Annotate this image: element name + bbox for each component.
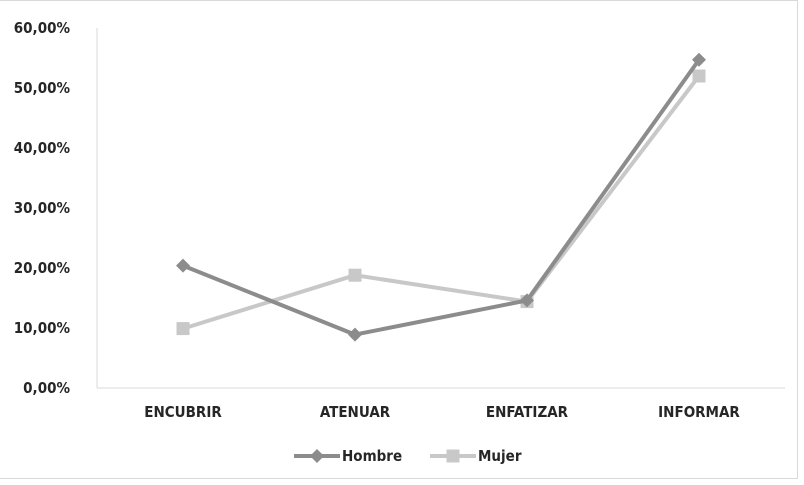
- series-line-mujer: [182, 74, 701, 331]
- y-tick-label: 10,00%: [14, 319, 71, 337]
- legend-marker-hombre: [310, 449, 324, 463]
- data-point-hombre: [348, 327, 362, 342]
- legend-label-hombre: Hombre: [342, 447, 402, 465]
- series-line-hombre: [182, 58, 701, 337]
- series-layer: [176, 52, 706, 342]
- data-point-mujer: [176, 322, 190, 336]
- legend-label-mujer: Mujer: [478, 447, 522, 465]
- series-hombre: [176, 52, 706, 342]
- y-tick-label: 20,00%: [14, 259, 71, 277]
- y-tick-label: 0,00%: [23, 379, 70, 397]
- x-tick-label: INFORMAR: [658, 403, 740, 421]
- legend: Hombre Mujer: [294, 447, 522, 465]
- legend-item-hombre: Hombre: [294, 447, 402, 465]
- y-tick-labels: 0,00% 10,00% 20,00% 30,00% 40,00% 50,00% 60,00…: [14, 19, 71, 397]
- data-point-mujer: [692, 69, 706, 83]
- data-point-hombre: [692, 52, 706, 67]
- x-tick-label: ENCUBRIR: [144, 403, 222, 421]
- data-point-hombre: [520, 293, 534, 308]
- x-tick-label: ATENUAR: [320, 403, 391, 421]
- x-tick-labels: ENCUBRIR ATENUAR ENFATIZAR INFORMAR: [144, 403, 740, 421]
- data-point-hombre: [176, 258, 190, 273]
- y-tick-label: 50,00%: [14, 79, 71, 97]
- legend-marker-mujer: [446, 449, 460, 463]
- y-tick-label: 40,00%: [14, 139, 71, 157]
- y-tick-label: 30,00%: [14, 199, 71, 217]
- data-point-mujer: [348, 268, 362, 282]
- legend-item-mujer: Mujer: [430, 447, 522, 465]
- x-tick-label: ENFATIZAR: [486, 403, 569, 421]
- axes: [96, 28, 785, 389]
- y-tick-label: 60,00%: [14, 19, 71, 37]
